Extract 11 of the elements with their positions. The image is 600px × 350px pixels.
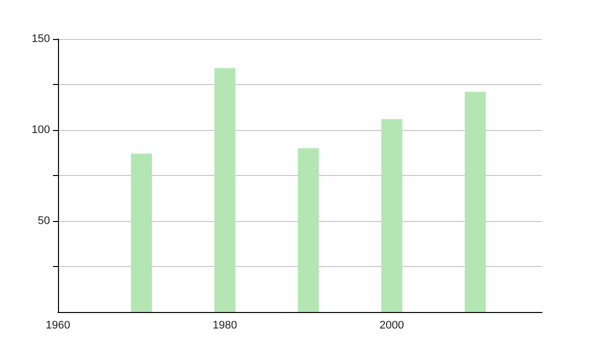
bar	[130, 154, 152, 312]
x-tick-label: 2000	[380, 320, 404, 332]
bar	[214, 68, 236, 312]
bar	[464, 92, 486, 312]
y-tick-label: 100	[32, 124, 50, 136]
y-tick-label: 150	[32, 33, 50, 45]
y-tick-label: 50	[38, 215, 50, 227]
bar	[381, 119, 402, 312]
x-tick-label: 1980	[212, 320, 238, 332]
x-tick-label: 1960	[46, 320, 70, 332]
bar	[298, 148, 319, 312]
